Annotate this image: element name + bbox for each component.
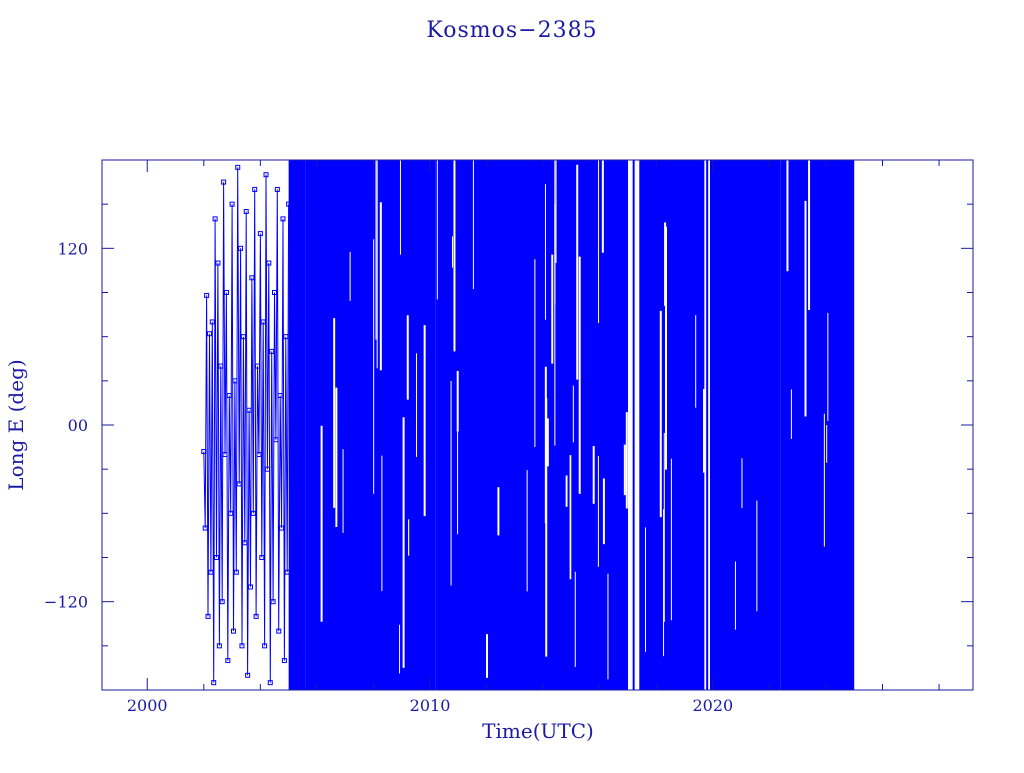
early-series-point bbox=[269, 348, 275, 354]
early-series-point bbox=[218, 363, 224, 369]
early-series-point bbox=[236, 481, 242, 487]
early-series-point bbox=[222, 451, 228, 457]
early-series-point bbox=[263, 172, 269, 178]
early-series-point bbox=[214, 555, 220, 560]
early-series-point bbox=[249, 275, 255, 281]
early-series-point bbox=[209, 319, 215, 325]
early-series-point bbox=[205, 613, 211, 619]
early-series-point bbox=[253, 613, 259, 619]
early-series-point bbox=[283, 334, 289, 340]
early-series-line bbox=[203, 167, 290, 683]
early-series-point bbox=[238, 245, 244, 251]
early-series-point bbox=[267, 680, 273, 686]
early-series-point bbox=[266, 260, 272, 266]
dense-band-0 bbox=[288, 160, 306, 690]
early-series-point bbox=[259, 555, 265, 560]
early-series-point bbox=[208, 569, 214, 575]
early-series-point bbox=[221, 179, 227, 185]
x-tick-label: 2010 bbox=[410, 696, 451, 715]
early-series-point bbox=[284, 569, 290, 575]
early-series-point bbox=[256, 451, 262, 457]
early-series-point bbox=[252, 186, 258, 192]
early-series-point bbox=[216, 643, 222, 649]
early-series-point bbox=[250, 510, 256, 516]
early-series-point bbox=[232, 378, 238, 384]
early-series-point bbox=[201, 449, 207, 454]
early-series-point bbox=[242, 540, 248, 546]
early-series-point bbox=[277, 393, 283, 399]
early-series-point bbox=[276, 628, 282, 634]
chart-title: Kosmos−2385 bbox=[426, 18, 597, 43]
y-tick-label: −120 bbox=[44, 593, 88, 612]
early-series-point bbox=[255, 363, 261, 369]
early-series-point bbox=[233, 569, 239, 575]
y-tick-label: 120 bbox=[57, 239, 88, 258]
early-series-point bbox=[245, 672, 251, 678]
early-series-point bbox=[223, 290, 229, 295]
x-tick-label: 2000 bbox=[127, 696, 168, 715]
early-series-point bbox=[273, 437, 279, 443]
early-series-point bbox=[247, 584, 253, 590]
early-series-point bbox=[229, 201, 235, 207]
early-series-point bbox=[279, 525, 285, 531]
data-layer bbox=[201, 160, 855, 690]
early-series-point bbox=[260, 319, 266, 325]
early-series-point bbox=[211, 680, 217, 686]
early-series-point bbox=[202, 525, 208, 531]
early-series-point bbox=[215, 260, 221, 266]
x-axis-label: Time(UTC) bbox=[482, 719, 594, 743]
dense-band-2 bbox=[435, 160, 628, 690]
x-tick-label: 2020 bbox=[692, 696, 733, 715]
y-tick-label: 00 bbox=[68, 416, 88, 435]
early-series-point bbox=[235, 164, 241, 170]
early-series-point bbox=[240, 334, 246, 340]
early-series-point bbox=[264, 466, 270, 472]
early-series-point bbox=[281, 658, 287, 664]
early-series-point bbox=[270, 599, 276, 605]
early-series-point bbox=[272, 290, 278, 295]
dense-band-1 bbox=[305, 160, 436, 690]
early-series-point bbox=[225, 658, 231, 664]
early-series-point bbox=[239, 643, 245, 649]
tick-layer: 2000 2010 2020 −120 00 120 bbox=[44, 159, 973, 715]
dense-band-4 bbox=[710, 160, 781, 690]
early-series-point bbox=[243, 209, 249, 215]
early-series-point bbox=[274, 186, 280, 192]
early-series-point bbox=[219, 599, 225, 605]
early-series-point bbox=[228, 510, 234, 516]
early-series-point bbox=[286, 201, 292, 207]
series-group bbox=[201, 160, 855, 690]
early-series-point bbox=[230, 628, 236, 634]
early-series-point bbox=[257, 231, 263, 237]
dense-band-5 bbox=[780, 160, 801, 690]
early-series-point bbox=[212, 216, 218, 222]
early-series-point bbox=[246, 407, 252, 413]
early-series-point bbox=[262, 643, 268, 649]
early-series-point bbox=[226, 393, 232, 399]
early-series-point bbox=[204, 292, 210, 298]
y-axis-label: Long E (deg) bbox=[4, 359, 28, 490]
early-series-point bbox=[280, 216, 286, 222]
early-series-point bbox=[206, 331, 212, 337]
